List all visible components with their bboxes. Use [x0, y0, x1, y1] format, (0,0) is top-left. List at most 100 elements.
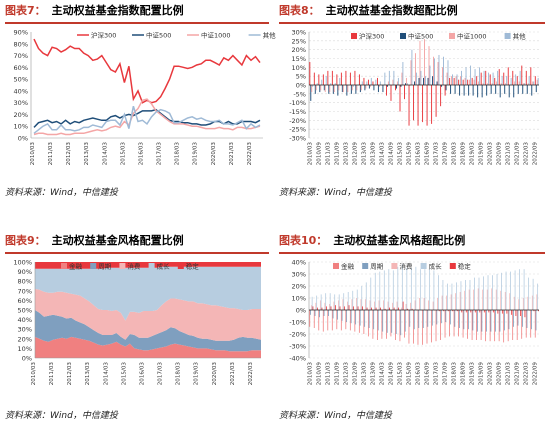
bar-stable: [389, 307, 390, 310]
bar-cyclical: [427, 310, 429, 327]
bar-zz500: [368, 85, 370, 89]
bar-zz1000: [442, 67, 443, 85]
series-line-hs300: [33, 38, 261, 104]
bar-stable: [438, 310, 440, 312]
bar-zz1000: [424, 39, 425, 85]
x-tick-label: 2022/09: [533, 362, 539, 386]
bar-finance: [467, 310, 468, 339]
bar-hs300: [534, 76, 536, 85]
legend-swatch: [351, 33, 357, 39]
bar-stable: [402, 301, 404, 310]
bar-zz500: [323, 85, 325, 91]
bar-hs300: [449, 77, 451, 85]
bar-finance: [363, 310, 365, 334]
y-tick-label: 70%: [14, 52, 28, 60]
bar-finance: [309, 310, 311, 327]
bar-zz1000: [329, 85, 331, 93]
bar-consumer: [338, 300, 339, 310]
bar-zz500: [355, 85, 357, 94]
bar-cyclical: [337, 310, 338, 320]
bar-stable: [366, 307, 368, 310]
bar-zz500: [495, 85, 497, 94]
y-tick-label: 25%: [292, 37, 306, 45]
bar-stable: [371, 307, 372, 310]
x-tick-label: 2011/03: [48, 142, 54, 166]
bar-cyclical: [395, 310, 397, 334]
bar-cyclical: [359, 310, 361, 326]
x-tick-label: 2013/03: [85, 362, 91, 386]
legend-label: 沪深300: [359, 32, 384, 41]
legend-swatch: [119, 263, 126, 269]
bar-consumer: [351, 299, 353, 310]
bar-finance: [530, 310, 532, 338]
bar-stable: [326, 306, 327, 310]
bar-zz500: [459, 85, 461, 96]
bar-zz1000: [437, 62, 439, 85]
bar-hs300: [390, 85, 392, 101]
x-tick-label: 2011/09: [334, 362, 340, 386]
bar-cyclical: [404, 310, 406, 332]
bar-stable: [533, 310, 535, 312]
bar-hs300: [507, 67, 509, 85]
bar-zz1000: [532, 81, 534, 85]
area-consumer: [35, 288, 261, 341]
bar-stable: [524, 310, 526, 318]
x-tick-label: 2021/03: [506, 362, 512, 386]
x-tick-label: 2020/03: [211, 142, 217, 166]
bar-consumer: [432, 301, 434, 310]
bar-stable: [317, 307, 318, 310]
legend-swatch: [362, 263, 369, 269]
legend-swatch: [391, 263, 398, 269]
y-tick-label: 80%: [14, 40, 28, 48]
bar-cyclical: [454, 310, 456, 327]
bar-stable: [492, 310, 494, 313]
bar-finance: [471, 310, 473, 340]
bar-growth: [523, 269, 525, 310]
x-tick-label: 2010/03: [307, 142, 313, 166]
x-tick-label: 2013/03: [361, 362, 367, 386]
y-tick-label: -30%: [289, 343, 306, 351]
bar-zz1000: [342, 85, 344, 93]
bar-cyclical: [382, 310, 384, 332]
bar-finance: [340, 310, 342, 331]
bar-other: [321, 79, 323, 85]
bar-finance: [395, 310, 396, 340]
bar-stable: [510, 310, 512, 315]
bar-hs300: [498, 69, 500, 85]
y-tick-label: 40%: [292, 259, 306, 267]
bar-cyclical: [409, 310, 411, 327]
bar-hs300: [354, 70, 356, 85]
bar-zz1000: [392, 79, 394, 85]
x-tick-label: 2017/03: [158, 362, 164, 386]
x-tick-label: 2019/09: [479, 142, 485, 166]
bar-hs300: [467, 79, 469, 85]
bar-zz500: [332, 85, 334, 94]
x-tick-label: 2010/03: [30, 142, 36, 166]
y-tick-label: 10%: [292, 295, 306, 303]
bar-stable: [339, 306, 341, 310]
bar-finance: [453, 310, 455, 337]
bar-other: [438, 54, 440, 85]
legend-swatch: [148, 263, 155, 269]
bar-consumer: [459, 292, 461, 310]
bar-consumer: [356, 298, 357, 310]
panel-title: 图表7： 主动权益基金指数配置比例: [5, 2, 269, 24]
bar-growth: [483, 276, 484, 310]
bar-cyclical: [328, 310, 329, 316]
bar-growth: [496, 274, 498, 310]
bar-zz1000: [311, 85, 313, 93]
bar-zz1000: [401, 72, 403, 85]
bar-zz500: [468, 85, 470, 96]
bar-zz500: [364, 85, 366, 91]
bar-zz1000: [419, 40, 421, 85]
bar-cyclical: [449, 310, 451, 325]
bar-hs300: [462, 79, 464, 85]
x-tick-label: 2016/03: [139, 362, 145, 386]
figure-title: 主动权益基金指数配置比例: [51, 4, 184, 17]
legend-label: 沪深300: [91, 31, 116, 40]
x-tick-label: 2018/03: [452, 142, 458, 166]
bar-growth: [374, 272, 376, 310]
legend-label: 中证500: [146, 31, 171, 40]
series-line-zz1000: [33, 98, 261, 136]
panel-style-allocation: 图表9： 主动权益基金风格配置比例 0% 10% 20% 30% 40% 50% 60% 70%…: [5, 232, 269, 422]
